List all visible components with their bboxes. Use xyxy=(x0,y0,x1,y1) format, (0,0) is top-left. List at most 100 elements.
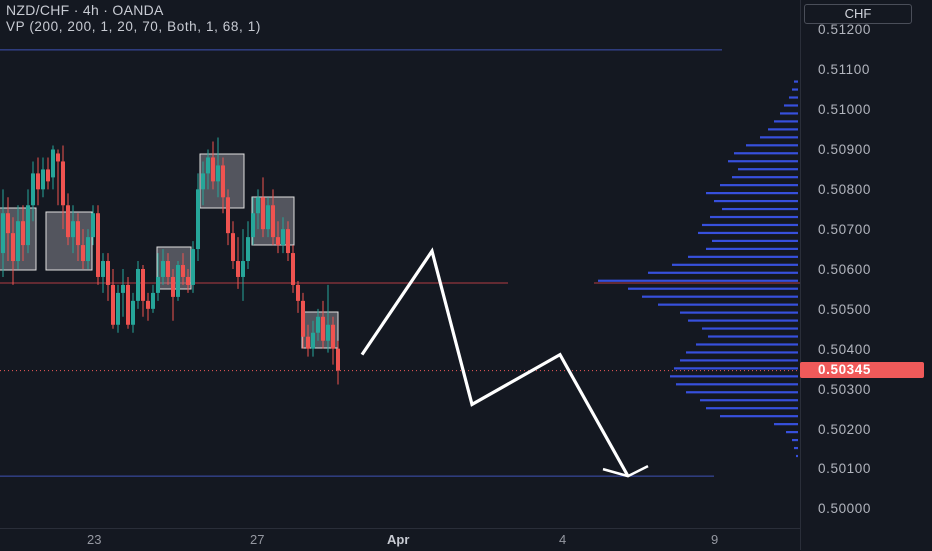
candle-body xyxy=(36,173,40,190)
candle-body xyxy=(186,276,190,285)
candle-body xyxy=(291,253,295,285)
candle-body xyxy=(316,316,320,333)
candle-body xyxy=(121,284,125,293)
price-label: 0.50500 xyxy=(818,302,871,317)
candles xyxy=(1,137,340,385)
candle-body xyxy=(211,157,215,182)
vp-bar xyxy=(792,438,798,442)
vp-bar xyxy=(688,255,798,258)
price-label: 0.50400 xyxy=(818,342,871,357)
vp-bar xyxy=(648,271,798,274)
vp-bar xyxy=(688,319,798,322)
vp-bar xyxy=(706,407,798,410)
vp-bar xyxy=(734,152,798,155)
candle-body xyxy=(81,245,85,262)
vp-bar xyxy=(702,327,798,330)
vp-bar xyxy=(789,96,798,99)
vp-bar xyxy=(728,160,798,163)
candle-body xyxy=(241,261,245,277)
vp-bar xyxy=(714,199,798,203)
candle-body xyxy=(296,284,300,301)
price-label: 0.50200 xyxy=(818,422,871,437)
vp-bar xyxy=(670,375,798,378)
candle-body xyxy=(201,173,205,190)
price-label: 0.50100 xyxy=(818,461,871,476)
vp-bar xyxy=(794,80,798,83)
candle-body xyxy=(301,300,305,337)
price-label: 0.50300 xyxy=(818,382,871,397)
vp-bar xyxy=(710,215,798,219)
candle-body xyxy=(41,169,45,190)
price-label: 0.50900 xyxy=(818,142,871,157)
candle-body xyxy=(336,348,340,371)
indicator-title: VP (200, 200, 1, 20, 70, Both, 1, 68, 1) xyxy=(6,19,261,34)
vp-bar xyxy=(686,351,798,354)
candle-body xyxy=(276,237,280,246)
time-axis[interactable] xyxy=(0,528,800,551)
chart-area[interactable] xyxy=(0,0,800,528)
candle-body xyxy=(146,300,150,309)
currency-button[interactable]: CHF xyxy=(804,4,912,24)
candle-body xyxy=(66,205,70,238)
candle-body xyxy=(46,169,50,182)
candle-body xyxy=(306,336,310,349)
vp-bar xyxy=(796,454,798,458)
candle-body xyxy=(166,261,170,277)
time-label: 23 xyxy=(87,532,102,547)
candle-body xyxy=(61,161,65,206)
candle-body xyxy=(176,265,180,297)
price-label: 0.50000 xyxy=(818,501,871,516)
vp-bar xyxy=(706,192,798,195)
candle-body xyxy=(86,237,90,262)
candle-body xyxy=(181,265,185,277)
vp-bar xyxy=(698,231,798,235)
candlestick-chart[interactable] xyxy=(0,0,800,528)
candle-body xyxy=(221,165,225,198)
candle-body xyxy=(281,229,285,246)
candle-body xyxy=(151,292,155,309)
vp-bar xyxy=(628,287,798,290)
candle-body xyxy=(71,221,75,238)
vp-bar xyxy=(780,112,798,115)
vp-bar xyxy=(708,335,798,338)
candle-body xyxy=(76,221,80,246)
price-label: 0.51200 xyxy=(818,22,871,37)
candle-body xyxy=(6,213,10,234)
vp-bar xyxy=(676,383,798,386)
projection-path xyxy=(360,247,630,477)
time-label: 4 xyxy=(559,532,567,547)
vp-bar xyxy=(680,359,798,362)
projection-drawing xyxy=(360,247,649,478)
candle-body xyxy=(231,233,235,262)
candle-body xyxy=(131,300,135,325)
symbol-title: NZD/CHF · 4h · OANDA xyxy=(6,2,164,18)
vp-bar xyxy=(774,120,798,123)
candle-body xyxy=(266,205,270,230)
price-label: 0.50600 xyxy=(818,262,871,277)
candle-body xyxy=(1,213,5,254)
candle-body xyxy=(216,165,220,182)
price-label: 0.50700 xyxy=(818,222,871,237)
vp-bar xyxy=(658,303,798,306)
candle-body xyxy=(326,324,330,341)
vp-bar xyxy=(702,223,798,227)
candle-body xyxy=(126,284,130,325)
candle-body xyxy=(136,268,140,301)
candle-body xyxy=(161,261,165,277)
time-label: 27 xyxy=(250,532,265,547)
candle-body xyxy=(256,197,260,214)
vp-bar xyxy=(598,279,798,282)
candle-body xyxy=(31,173,35,206)
vp-bar xyxy=(686,391,798,394)
vp-bar xyxy=(696,343,798,346)
candle-body xyxy=(56,153,60,162)
candle-body xyxy=(16,221,20,262)
candle-body xyxy=(191,249,195,285)
time-label: 9 xyxy=(711,532,719,547)
candle-body xyxy=(156,276,160,293)
candle-body xyxy=(171,276,175,297)
candle-body xyxy=(311,332,315,349)
current-price-tag: 0.50345 xyxy=(800,362,924,378)
candle-body xyxy=(226,197,230,234)
price-axis[interactable] xyxy=(800,0,932,550)
